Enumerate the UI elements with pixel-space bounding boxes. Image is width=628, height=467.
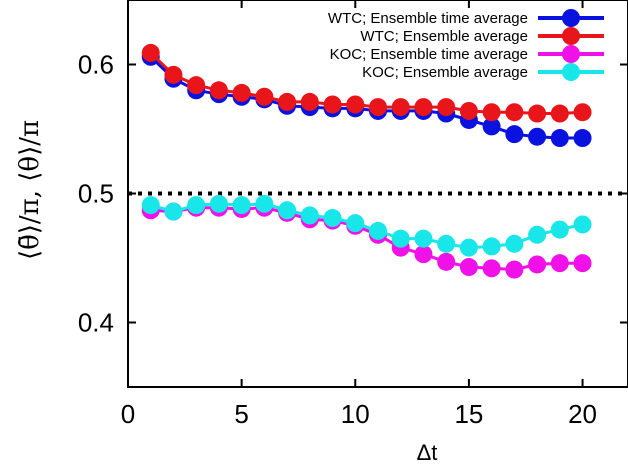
legend-marker [562,27,580,45]
data-point [573,129,592,148]
data-point [232,83,251,102]
data-point [391,229,410,248]
data-point [346,95,365,114]
y-tick-label: 0.4 [78,308,114,338]
series-4 [141,194,592,257]
series-2 [141,43,592,123]
legend-label: KOC; Ensemble time average [330,46,528,63]
data-point [232,196,251,215]
data-point [369,221,387,240]
data-point [550,220,569,239]
y-axis-label: ⟨θ̄⟩/π, ⟨θ⟩/π [15,120,45,260]
data-point [300,206,319,225]
data-point [505,234,524,253]
data-point [391,98,410,117]
series-layer [141,43,592,279]
data-point [278,92,297,111]
data-point [209,81,228,100]
data-point [528,255,547,274]
data-point [187,196,206,215]
data-point [437,234,456,253]
data-point [414,229,433,248]
legend-label: WTC; Ensemble time average [328,10,528,27]
x-tick-label: 0 [121,399,135,429]
x-tick-label: 15 [454,399,483,429]
data-point [482,259,501,278]
legend-marker [562,9,580,27]
data-point [437,98,456,117]
data-point [278,201,297,220]
data-point [414,245,433,264]
data-point [528,225,547,244]
legend-marker [562,63,580,81]
x-tick-label: 10 [341,399,370,429]
legend-label: KOC; Ensemble average [362,64,528,81]
data-point [505,260,524,279]
data-point [164,65,183,84]
x-axis-label: Δt [417,440,438,465]
data-point [482,103,501,122]
data-point [141,196,160,215]
data-point [550,254,569,273]
data-point [323,95,342,114]
data-point [505,125,524,144]
data-point [141,43,160,62]
data-point [255,194,274,213]
axis-ticks: 0 5 10 15 20 0.4 0.5 0.6 [78,0,628,429]
data-point [414,98,433,117]
data-point [459,101,478,120]
data-point [346,214,365,233]
data-point [573,103,592,122]
data-point [528,127,547,146]
data-point [369,98,387,117]
data-point [164,202,183,221]
data-point [187,76,206,95]
data-point [255,87,274,106]
x-tick-label: 5 [234,399,248,429]
data-point [323,209,342,228]
data-point [550,129,569,148]
data-point [482,117,501,136]
x-tick-label: 20 [568,399,597,429]
data-point [459,258,478,277]
legend-label: WTC; Ensemble average [360,28,528,45]
data-point [437,252,456,271]
data-point [528,104,547,123]
data-point [300,92,319,111]
y-tick-label: 0.6 [78,50,114,80]
data-point [573,215,592,234]
data-point [209,194,228,213]
data-point [459,238,478,257]
y-tick-label: 0.5 [78,179,114,209]
data-point [573,254,592,273]
data-point [505,103,524,122]
legend-marker [562,45,580,63]
data-point [550,104,569,123]
data-point [482,237,501,256]
